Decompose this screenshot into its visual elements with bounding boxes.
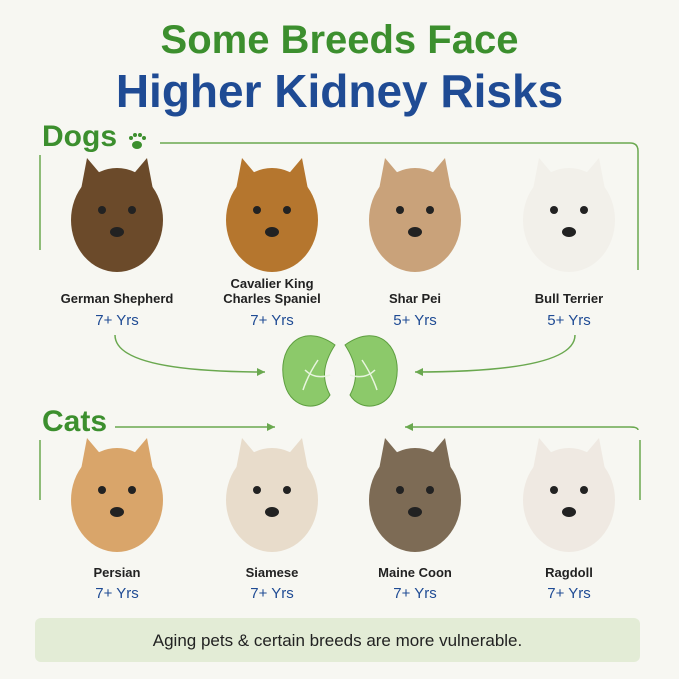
connector — [414, 334, 576, 373]
connector — [160, 142, 639, 270]
pet-nose — [110, 507, 124, 517]
pet-eye — [253, 486, 261, 494]
pet-nose — [562, 227, 576, 237]
breed-name: Persian — [93, 565, 141, 580]
connector — [405, 426, 639, 431]
breed-age: 7+ Yrs — [250, 585, 294, 602]
breed-age: 7+ Yrs — [95, 312, 139, 329]
pet-nose — [110, 227, 124, 237]
breed-name: Siamese — [245, 565, 299, 580]
pet-photo — [369, 448, 461, 552]
kidneys — [282, 335, 398, 407]
pet-eye — [98, 486, 106, 494]
title-line-2: Higher Kidney Risks — [115, 65, 564, 117]
pet-nose — [265, 227, 279, 237]
pet-nose — [408, 507, 422, 517]
pet-eye — [426, 206, 434, 214]
pet-eye — [580, 206, 588, 214]
pet-eye — [128, 486, 136, 494]
breed-name: Cavalier King Charles Spaniel — [223, 276, 321, 306]
pet-photo — [523, 168, 615, 272]
breed-age: 7+ Yrs — [250, 312, 294, 329]
connector — [114, 334, 266, 373]
paw-icon — [129, 133, 146, 149]
arrowhead — [415, 368, 423, 376]
pet-eye — [396, 206, 404, 214]
breed-age: 5+ Yrs — [393, 312, 437, 329]
pet-eye — [550, 486, 558, 494]
breed-name: Bull Terrier — [534, 291, 604, 306]
pet-eye — [128, 206, 136, 214]
pet-eye — [283, 206, 291, 214]
pet-eye — [253, 206, 261, 214]
pet-nose — [408, 227, 422, 237]
pet-photo — [226, 168, 318, 272]
pet-photo — [523, 448, 615, 552]
breed-age: 5+ Yrs — [547, 312, 591, 329]
footer-text: Aging pets & certain breeds are more vul… — [152, 631, 523, 650]
pet-eye — [283, 486, 291, 494]
breed-name: Maine Coon — [378, 565, 452, 580]
pet-eye — [396, 486, 404, 494]
pet-photo — [226, 448, 318, 552]
pet-photo — [71, 168, 163, 272]
pet-nose — [265, 507, 279, 517]
arrowhead — [257, 368, 265, 376]
breed-age: 7+ Yrs — [393, 585, 437, 602]
breed-name: Shar Pei — [388, 291, 442, 306]
section-label: Cats — [42, 405, 108, 438]
pet-nose — [562, 507, 576, 517]
arrowhead — [267, 423, 275, 431]
pet-eye — [426, 486, 434, 494]
pet-eye — [98, 206, 106, 214]
arrowhead — [405, 423, 413, 431]
pet-photo — [71, 448, 163, 552]
title-line-1: Some Breeds Face — [160, 18, 519, 62]
pet-eye — [550, 206, 558, 214]
breed-name: Ragdoll — [545, 565, 593, 580]
breed-name: German Shepherd — [60, 291, 174, 306]
footer-box: Aging pets & certain breeds are more vul… — [35, 618, 640, 662]
breed-age: 7+ Yrs — [547, 585, 591, 602]
pet-eye — [580, 486, 588, 494]
pet-photo — [369, 168, 461, 272]
section-label: Dogs — [42, 120, 117, 153]
breed-age: 7+ Yrs — [95, 585, 139, 602]
